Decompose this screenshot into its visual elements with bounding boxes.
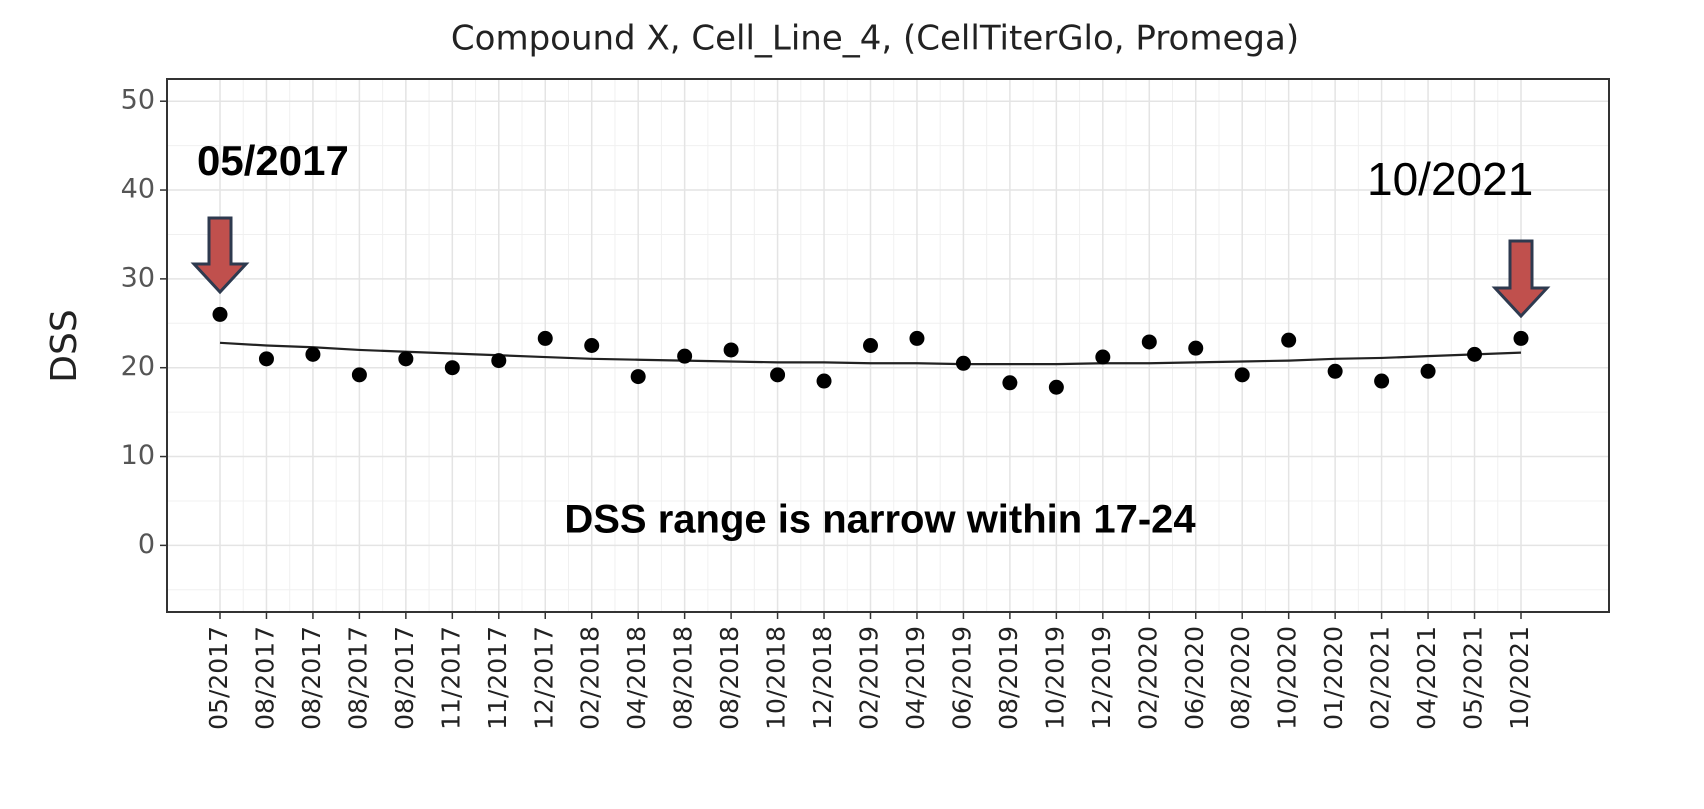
x-tick-label: 06/2020 <box>1180 626 1209 730</box>
x-tick-label: 12/2017 <box>529 626 558 730</box>
point <box>1095 349 1111 365</box>
x-tick-label: 05/2021 <box>1459 626 1488 730</box>
point <box>584 338 600 353</box>
trend-line <box>219 341 1522 366</box>
x-tick-label: 11/2017 <box>436 626 465 730</box>
arrow <box>1491 239 1551 319</box>
point <box>212 306 228 322</box>
point <box>444 360 460 376</box>
annotation: DSS range is narrow within 17-24 <box>564 498 1196 542</box>
x-tick-label: 11/2017 <box>483 626 512 730</box>
point <box>1467 346 1483 362</box>
x-tick-label: 08/2019 <box>994 626 1023 730</box>
x-tick-label: 10/2021 <box>1505 626 1534 730</box>
point <box>1281 332 1297 348</box>
x-tick-label: 08/2018 <box>669 626 698 730</box>
x-tick-label: 12/2018 <box>808 626 837 730</box>
y-axis-label: DSS <box>44 309 85 382</box>
plot-border <box>166 78 1610 613</box>
x-tick-label: 10/2019 <box>1040 626 1069 730</box>
y-tick-label: 50 <box>121 85 155 116</box>
annotation: 05/2017 <box>197 137 349 184</box>
y-tick-label: 40 <box>121 174 155 205</box>
y-tick-label: 0 <box>138 529 155 560</box>
y-tick-label: 30 <box>121 262 155 293</box>
point <box>537 330 553 346</box>
point <box>723 342 739 358</box>
x-tick-label: 05/2017 <box>204 626 233 730</box>
chart-title: Compound X, Cell_Line_4, (CellTiterGlo, … <box>451 19 1299 59</box>
point <box>1002 375 1018 391</box>
x-tick-label: 10/2020 <box>1273 626 1302 730</box>
point <box>955 355 971 371</box>
x-tick-label: 02/2021 <box>1366 626 1395 730</box>
point <box>1374 373 1390 389</box>
point <box>351 367 367 383</box>
plot-background <box>167 79 1609 612</box>
x-tick-label: 04/2018 <box>622 626 651 730</box>
x-tick-label: 02/2020 <box>1133 626 1162 730</box>
x-tick-label: 08/2017 <box>390 626 419 730</box>
point <box>398 351 414 367</box>
x-tick-label: 08/2017 <box>297 626 326 730</box>
x-tick-label: 02/2019 <box>855 626 884 730</box>
point <box>1420 363 1436 379</box>
x-tick-label: 02/2018 <box>576 626 605 730</box>
x-tick-label: 04/2021 <box>1412 626 1441 730</box>
arrow <box>190 216 250 295</box>
point <box>305 346 321 362</box>
x-tick-label: 10/2018 <box>762 626 791 730</box>
point <box>1513 330 1529 346</box>
point <box>677 348 693 364</box>
point <box>1048 379 1064 395</box>
x-tick-label: 04/2019 <box>901 626 930 730</box>
point <box>816 373 832 389</box>
x-tick-label: 06/2019 <box>947 626 976 730</box>
y-tick-label: 20 <box>121 351 155 382</box>
point <box>258 351 274 367</box>
point <box>630 369 646 385</box>
point <box>770 367 786 383</box>
point <box>909 330 925 346</box>
x-tick-label: 01/2020 <box>1319 626 1348 730</box>
x-tick-label: 08/2017 <box>343 626 372 730</box>
y-tick-label: 10 <box>121 440 155 471</box>
x-tick-label: 08/2018 <box>715 626 744 730</box>
x-tick-label: 12/2019 <box>1087 626 1116 730</box>
point <box>1327 363 1343 379</box>
x-tick-label: 08/2020 <box>1226 626 1255 730</box>
point <box>1141 334 1157 350</box>
x-tick-label: 08/2017 <box>250 626 279 730</box>
point <box>1234 367 1250 383</box>
annotation: 10/2021 <box>1367 153 1533 205</box>
point <box>1188 340 1204 356</box>
point <box>491 353 507 369</box>
point <box>863 338 878 353</box>
